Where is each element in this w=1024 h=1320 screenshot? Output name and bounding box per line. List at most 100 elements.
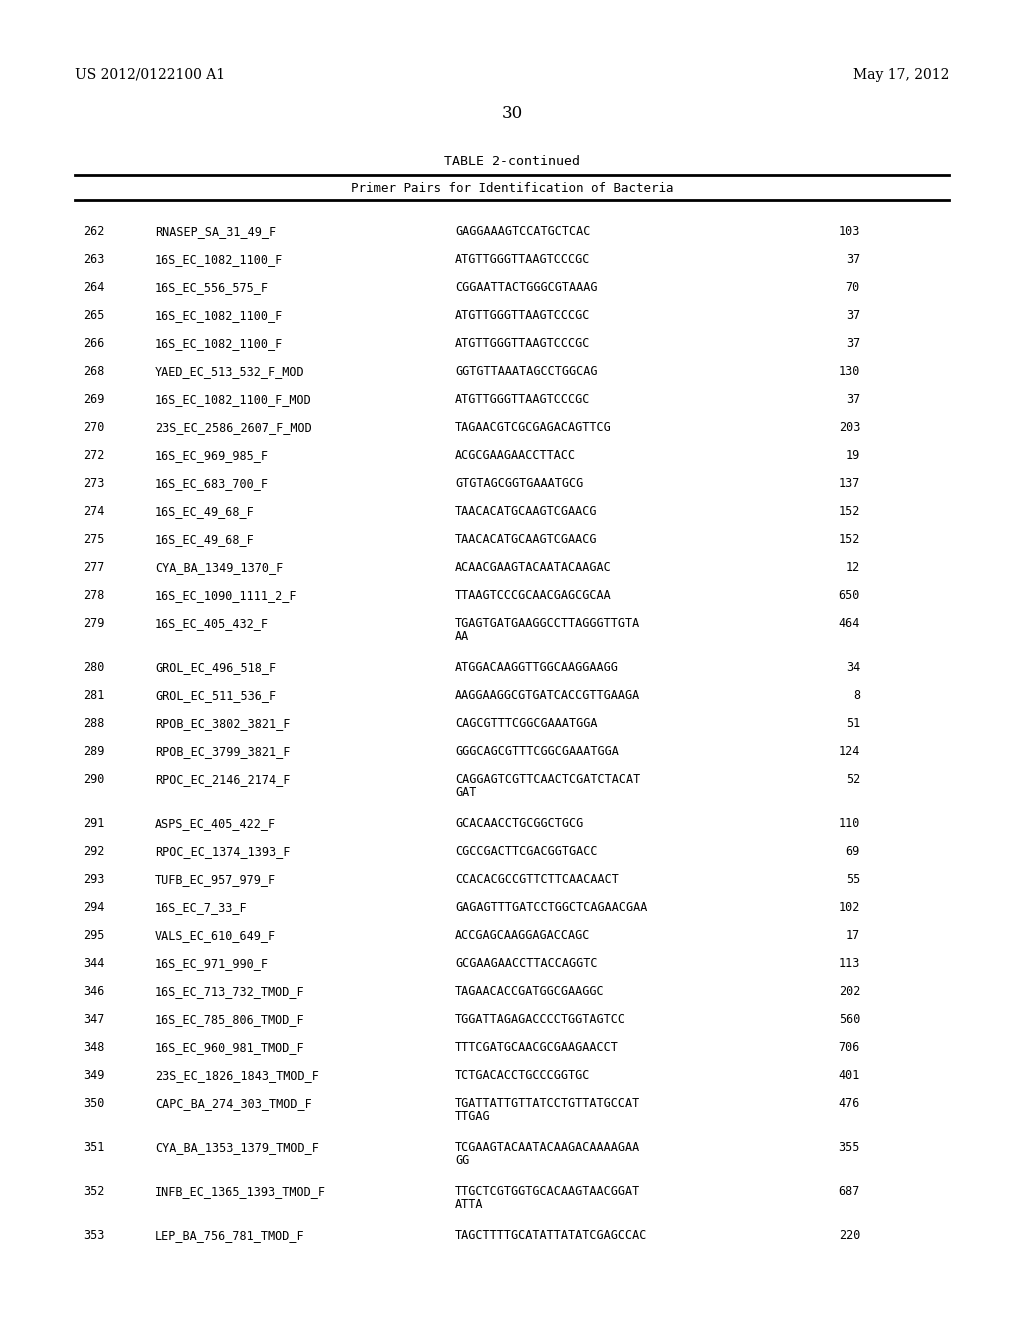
Text: RPOC_EC_2146_2174_F: RPOC_EC_2146_2174_F — [155, 774, 291, 785]
Text: TTTCGATGCAACGCGAAGAACCT: TTTCGATGCAACGCGAAGAACCT — [455, 1041, 618, 1053]
Text: ATGGACAAGGTTGGCAAGGAAGG: ATGGACAAGGTTGGCAAGGAAGG — [455, 661, 618, 675]
Text: 16S_EC_1082_1100_F: 16S_EC_1082_1100_F — [155, 253, 284, 267]
Text: ACCGAGCAAGGAGACCAGC: ACCGAGCAAGGAGACCAGC — [455, 929, 591, 942]
Text: TAACACATGCAAGTCGAACG: TAACACATGCAAGTCGAACG — [455, 506, 597, 517]
Text: 262: 262 — [84, 224, 105, 238]
Text: 16S_EC_713_732_TMOD_F: 16S_EC_713_732_TMOD_F — [155, 985, 304, 998]
Text: 350: 350 — [84, 1097, 105, 1110]
Text: 52: 52 — [846, 774, 860, 785]
Text: 23S_EC_2586_2607_F_MOD: 23S_EC_2586_2607_F_MOD — [155, 421, 311, 434]
Text: 130: 130 — [839, 366, 860, 378]
Text: CGCCGACTTCGACGGTGACC: CGCCGACTTCGACGGTGACC — [455, 845, 597, 858]
Text: 289: 289 — [84, 744, 105, 758]
Text: 16S_EC_49_68_F: 16S_EC_49_68_F — [155, 506, 255, 517]
Text: GROL_EC_511_536_F: GROL_EC_511_536_F — [155, 689, 276, 702]
Text: RPOC_EC_1374_1393_F: RPOC_EC_1374_1393_F — [155, 845, 291, 858]
Text: 272: 272 — [84, 449, 105, 462]
Text: 263: 263 — [84, 253, 105, 267]
Text: CYA_BA_1349_1370_F: CYA_BA_1349_1370_F — [155, 561, 284, 574]
Text: RNASEP_SA_31_49_F: RNASEP_SA_31_49_F — [155, 224, 276, 238]
Text: 23S_EC_1826_1843_TMOD_F: 23S_EC_1826_1843_TMOD_F — [155, 1069, 318, 1082]
Text: 110: 110 — [839, 817, 860, 830]
Text: 152: 152 — [839, 533, 860, 546]
Text: 16S_EC_1082_1100_F: 16S_EC_1082_1100_F — [155, 337, 284, 350]
Text: TTGAG: TTGAG — [455, 1110, 490, 1123]
Text: 16S_EC_405_432_F: 16S_EC_405_432_F — [155, 616, 269, 630]
Text: 16S_EC_556_575_F: 16S_EC_556_575_F — [155, 281, 269, 294]
Text: GAGAGTTTGATCCTGGCTCAGAACGAA: GAGAGTTTGATCCTGGCTCAGAACGAA — [455, 902, 647, 913]
Text: 17: 17 — [846, 929, 860, 942]
Text: US 2012/0122100 A1: US 2012/0122100 A1 — [75, 69, 225, 82]
Text: INFB_EC_1365_1393_TMOD_F: INFB_EC_1365_1393_TMOD_F — [155, 1185, 326, 1199]
Text: 291: 291 — [84, 817, 105, 830]
Text: 8: 8 — [853, 689, 860, 702]
Text: 202: 202 — [839, 985, 860, 998]
Text: ATGTTGGGTTAAGTCCCGC: ATGTTGGGTTAAGTCCCGC — [455, 337, 591, 350]
Text: 346: 346 — [84, 985, 105, 998]
Text: 70: 70 — [846, 281, 860, 294]
Text: 344: 344 — [84, 957, 105, 970]
Text: 290: 290 — [84, 774, 105, 785]
Text: 273: 273 — [84, 477, 105, 490]
Text: 220: 220 — [839, 1229, 860, 1242]
Text: 275: 275 — [84, 533, 105, 546]
Text: CAPC_BA_274_303_TMOD_F: CAPC_BA_274_303_TMOD_F — [155, 1097, 311, 1110]
Text: TCGAAGTACAATACAAGACAAAAGAA: TCGAAGTACAATACAAGACAAAAGAA — [455, 1140, 640, 1154]
Text: 277: 277 — [84, 561, 105, 574]
Text: 348: 348 — [84, 1041, 105, 1053]
Text: 268: 268 — [84, 366, 105, 378]
Text: 278: 278 — [84, 589, 105, 602]
Text: 37: 37 — [846, 309, 860, 322]
Text: 16S_EC_49_68_F: 16S_EC_49_68_F — [155, 533, 255, 546]
Text: 203: 203 — [839, 421, 860, 434]
Text: 265: 265 — [84, 309, 105, 322]
Text: TGAGTGATGAAGGCCTTAGGGTTGTA: TGAGTGATGAAGGCCTTAGGGTTGTA — [455, 616, 640, 630]
Text: 55: 55 — [846, 873, 860, 886]
Text: TAACACATGCAAGTCGAACG: TAACACATGCAAGTCGAACG — [455, 533, 597, 546]
Text: GCGAAGAACCTTACCAGGTC: GCGAAGAACCTTACCAGGTC — [455, 957, 597, 970]
Text: ATTA: ATTA — [455, 1199, 483, 1212]
Text: 12: 12 — [846, 561, 860, 574]
Text: 113: 113 — [839, 957, 860, 970]
Text: 37: 37 — [846, 337, 860, 350]
Text: 349: 349 — [84, 1069, 105, 1082]
Text: 280: 280 — [84, 661, 105, 675]
Text: CAGGAGTCGTTCAACTCGATCTACAT: CAGGAGTCGTTCAACTCGATCTACAT — [455, 774, 640, 785]
Text: 464: 464 — [839, 616, 860, 630]
Text: 650: 650 — [839, 589, 860, 602]
Text: 102: 102 — [839, 902, 860, 913]
Text: TGATTATTGTTATCCTGTTATGCCAT: TGATTATTGTTATCCTGTTATGCCAT — [455, 1097, 640, 1110]
Text: 560: 560 — [839, 1012, 860, 1026]
Text: 269: 269 — [84, 393, 105, 407]
Text: 37: 37 — [846, 393, 860, 407]
Text: 30: 30 — [502, 106, 522, 121]
Text: 19: 19 — [846, 449, 860, 462]
Text: 37: 37 — [846, 253, 860, 267]
Text: 137: 137 — [839, 477, 860, 490]
Text: TTGCTCGTGGTGCACAAGTAACGGAT: TTGCTCGTGGTGCACAAGTAACGGAT — [455, 1185, 640, 1199]
Text: 347: 347 — [84, 1012, 105, 1026]
Text: ACGCGAAGAACCTTACC: ACGCGAAGAACCTTACC — [455, 449, 577, 462]
Text: VALS_EC_610_649_F: VALS_EC_610_649_F — [155, 929, 276, 942]
Text: 16S_EC_971_990_F: 16S_EC_971_990_F — [155, 957, 269, 970]
Text: ASPS_EC_405_422_F: ASPS_EC_405_422_F — [155, 817, 276, 830]
Text: YAED_EC_513_532_F_MOD: YAED_EC_513_532_F_MOD — [155, 366, 304, 378]
Text: 69: 69 — [846, 845, 860, 858]
Text: TCTGACACCTGCCCGGTGC: TCTGACACCTGCCCGGTGC — [455, 1069, 591, 1082]
Text: 352: 352 — [84, 1185, 105, 1199]
Text: 351: 351 — [84, 1140, 105, 1154]
Text: 401: 401 — [839, 1069, 860, 1082]
Text: 279: 279 — [84, 616, 105, 630]
Text: ATGTTGGGTTAAGTCCCGC: ATGTTGGGTTAAGTCCCGC — [455, 393, 591, 407]
Text: 124: 124 — [839, 744, 860, 758]
Text: 16S_EC_1082_1100_F_MOD: 16S_EC_1082_1100_F_MOD — [155, 393, 311, 407]
Text: TGGATTAGAGACCCCTGGTAGTCC: TGGATTAGAGACCCCTGGTAGTCC — [455, 1012, 626, 1026]
Text: 687: 687 — [839, 1185, 860, 1199]
Text: RPOB_EC_3799_3821_F: RPOB_EC_3799_3821_F — [155, 744, 291, 758]
Text: 16S_EC_1090_1111_2_F: 16S_EC_1090_1111_2_F — [155, 589, 298, 602]
Text: 476: 476 — [839, 1097, 860, 1110]
Text: CCACACGCCGTTCTTCAACAACT: CCACACGCCGTTCTTCAACAACT — [455, 873, 618, 886]
Text: CYA_BA_1353_1379_TMOD_F: CYA_BA_1353_1379_TMOD_F — [155, 1140, 318, 1154]
Text: GAGGAAAGTCCATGCTCAC: GAGGAAAGTCCATGCTCAC — [455, 224, 591, 238]
Text: 355: 355 — [839, 1140, 860, 1154]
